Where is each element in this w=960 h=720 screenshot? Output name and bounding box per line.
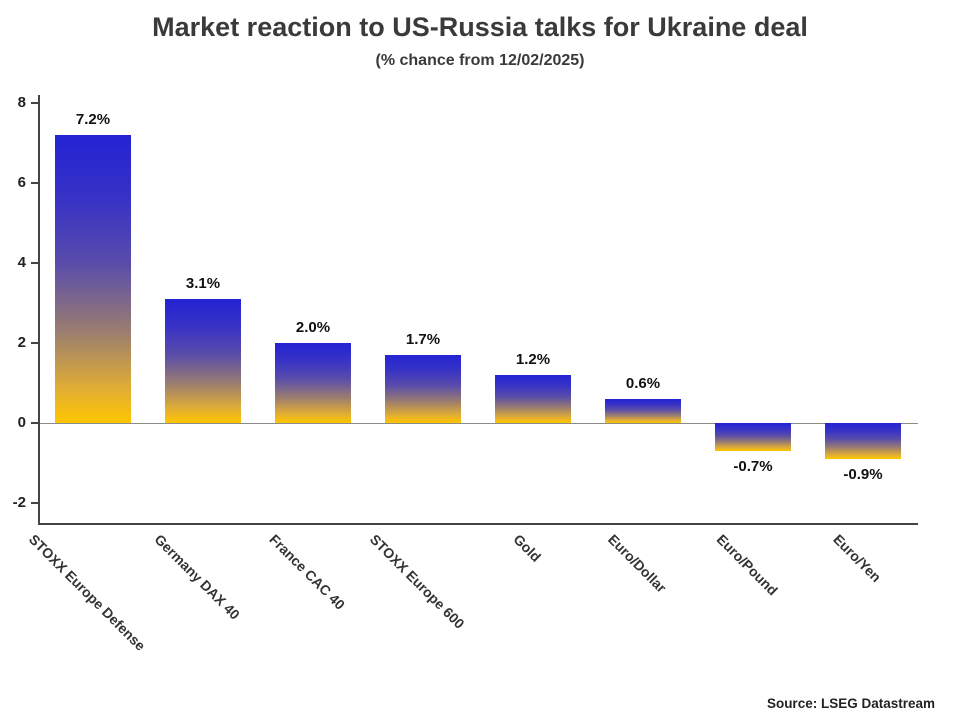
zero-baseline <box>40 423 918 424</box>
y-tick-mark <box>31 342 38 344</box>
y-tick-label: 2 <box>17 334 26 351</box>
y-axis-line <box>38 95 40 523</box>
x-axis-label: Euro/Yen <box>830 531 885 586</box>
x-axis-label: Euro/Dollar <box>604 531 670 596</box>
bar-value-label: 1.7% <box>405 331 441 348</box>
y-tick-label: -2 <box>12 494 26 511</box>
bar-value-label: -0.9% <box>843 466 883 483</box>
x-axis-label: Euro/Pound <box>713 531 782 599</box>
bar-france-cac-40 <box>275 343 351 423</box>
chart-subtitle: (% chance from 12/02/2025) <box>375 52 585 69</box>
bar-gold <box>495 375 571 423</box>
y-tick-label: 6 <box>17 174 26 191</box>
y-tick-label: 0 <box>17 414 26 431</box>
bar-euro-pound <box>715 423 791 451</box>
x-axis-label: STOXX Europe Defense <box>25 531 149 654</box>
source-credit: Source: LSEG Datastream <box>766 696 935 711</box>
y-tick-mark <box>31 182 38 184</box>
chart-title: Market reaction to US-Russia talks for U… <box>152 12 808 42</box>
y-tick-mark <box>31 422 38 424</box>
y-tick-mark <box>31 502 38 504</box>
bar-stoxx-europe-600 <box>385 355 461 423</box>
bar-value-label: -0.7% <box>733 458 773 475</box>
bar-value-label: 2.0% <box>295 319 331 336</box>
bar-stoxx-europe-defense <box>55 135 131 423</box>
y-tick-label: 8 <box>17 94 26 111</box>
bar-value-label: 0.6% <box>625 375 661 392</box>
y-tick-mark <box>31 102 38 104</box>
x-axis-label: France CAC 40 <box>266 531 349 613</box>
y-tick-mark <box>31 262 38 264</box>
bar-value-label: 3.1% <box>185 275 221 292</box>
bar-germany-dax-40 <box>165 299 241 423</box>
x-axis-line <box>38 523 918 525</box>
bar-value-label: 7.2% <box>75 111 111 128</box>
bar-euro-dollar <box>605 399 681 423</box>
x-axis-label: Germany DAX 40 <box>151 531 244 623</box>
y-tick-label: 4 <box>17 254 26 271</box>
bar-euro-yen <box>825 423 901 459</box>
x-axis-label: STOXX Europe 600 <box>366 531 468 632</box>
x-axis-label: Gold <box>510 531 545 565</box>
bar-value-label: 1.2% <box>515 351 551 368</box>
